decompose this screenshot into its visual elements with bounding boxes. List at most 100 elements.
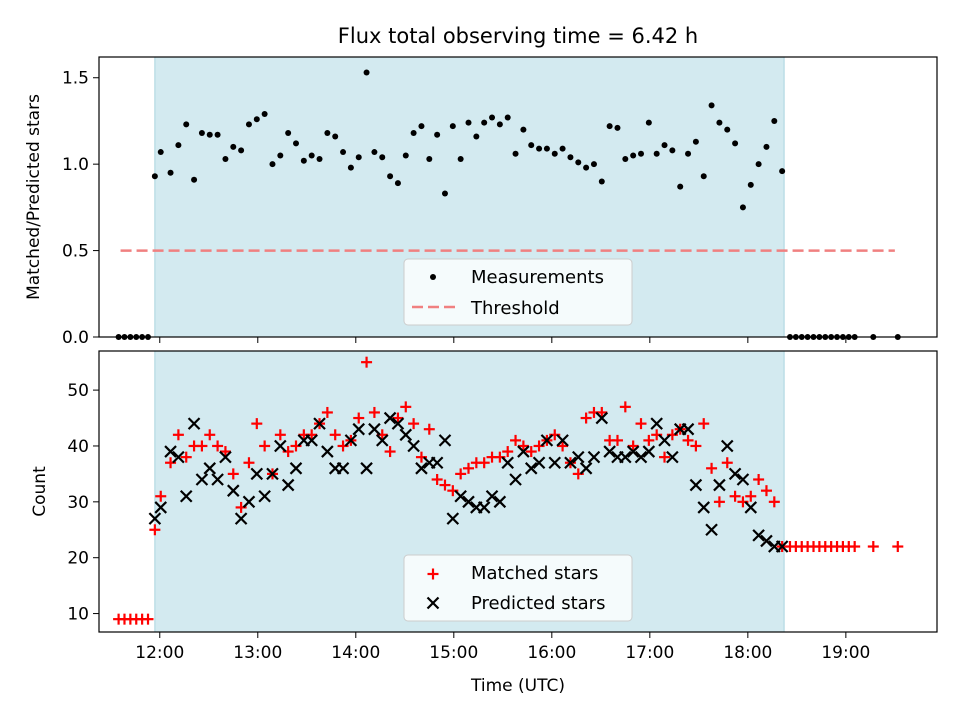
predicted-star-point [603,445,616,458]
predicted-star-point [728,467,742,481]
predicted-star-point [626,445,640,458]
measurement-point [685,150,692,157]
predicted-star-point [658,434,671,447]
matched-star-point [431,473,443,485]
matched-star-point [502,446,514,458]
matched-star-point [204,429,216,441]
predicted-star-point [281,478,295,492]
predicted-star-point [532,456,546,470]
measurement-point [645,119,652,126]
matched-star-point [408,418,420,430]
predicted-star-point [219,450,232,464]
predicted-star-point [705,523,718,537]
predicted-star-point [524,462,538,475]
matched-star-point [611,434,623,446]
predicted-star-point [391,417,405,430]
matched-star-point [510,434,522,446]
count-legend: Matched stars Predicted stars [403,554,633,622]
measurement-point [449,123,456,130]
measurement-point [473,133,480,140]
y-tick-label: 40 [67,437,89,457]
measurement-point [669,147,676,154]
measurement-point [441,190,448,197]
measurement-point [238,147,245,154]
measurement-point [371,149,378,156]
count-points [113,356,904,625]
predicted-star-point [179,489,193,503]
measurement-point [606,123,613,130]
matched-star-point [455,468,467,480]
measurement-point [332,133,339,140]
predicted-star-point [446,512,460,525]
predicted-star-point [383,411,397,425]
measurement-point [567,154,574,161]
measurement-point [716,119,723,126]
measurement-point [575,159,582,166]
predicted-star-point [650,417,663,430]
predicted-star-point [187,417,201,430]
matched-star-point [463,462,475,474]
matched-star-point [196,440,208,452]
legend-box [403,258,633,326]
x-tick-label: 12:00 [135,643,184,663]
matched-star-point [698,418,710,430]
predicted-star-point [501,456,514,470]
matched-star-point [478,457,490,469]
measurement-point [559,145,566,152]
matched-star-point [392,412,404,424]
measurement-point [489,114,496,121]
measurement-points [115,69,901,340]
measurement-point [771,117,778,124]
measurement-point [583,164,590,171]
predicted-star-point [697,501,711,514]
count-axes: 12:00 13:00 14:00 15:00 16:00 17:00 18:00 19:00… [67,381,870,663]
x-tick-label: 17:00 [625,643,674,663]
legend-label-matched: Matched stars [471,563,598,584]
matched-star-point [439,479,451,491]
measurement-point [316,155,323,162]
legend-label-measurements: Measurements [471,267,604,288]
matched-star-point [219,446,231,458]
ratio-legend: Measurements Threshold [403,258,633,326]
measurement-point [724,126,731,133]
ratio-panel: 0.0 0.5 1.0 1.5 Matched/Predicted stars Mea… [24,56,938,348]
y-tick-label: 10 [67,605,89,625]
measurement-point [230,143,237,150]
measurement-point [324,130,331,137]
matched-star-point [400,401,412,413]
predicted-star-point [399,428,413,442]
legend-label-threshold: Threshold [470,298,560,319]
matched-star-point [682,434,694,446]
predicted-star-point [415,462,428,475]
predicted-star-point [274,439,287,453]
predicted-star-point [564,456,577,470]
y-tick-label: 50 [67,381,89,401]
predicted-star-point [556,434,569,447]
matched-star-point [525,446,537,458]
matched-star-point [274,429,286,441]
measurement-point [708,102,715,109]
matched-star-point [627,440,639,452]
measurement-point [598,178,605,185]
measurement-point [739,204,746,211]
matched-star-point [867,541,879,553]
measurement-point [614,124,621,131]
measurement-point [520,126,527,133]
measurement-point [434,131,441,138]
measurement-point [763,143,770,150]
measurement-point [755,161,762,168]
predicted-star-point [154,501,168,514]
predicted-star-point [579,462,593,475]
measurement-point [732,140,739,147]
matched-star-point [384,446,396,458]
measurement-point [543,145,550,152]
measurement-point [167,169,174,176]
measurement-point [661,142,668,149]
matched-star-point [517,440,529,452]
matched-star-point [690,440,702,452]
measurement-point [340,149,347,156]
predicted-star-point [752,529,765,542]
matched-star-point [259,440,271,452]
count-panel-frame [98,350,938,633]
